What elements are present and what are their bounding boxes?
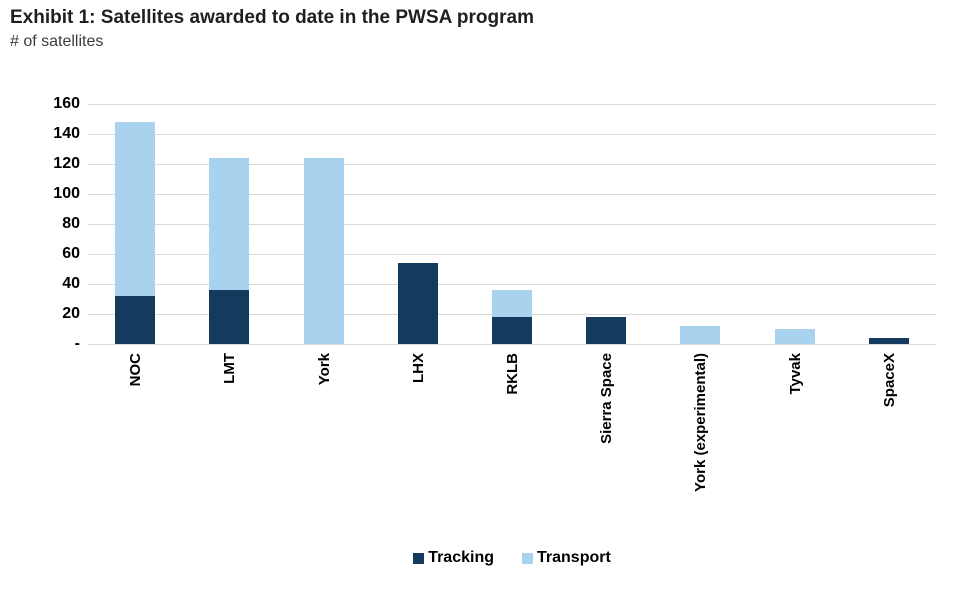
bar-segment-transport-noc [115, 122, 156, 296]
y-tick-label-160: 160 [53, 95, 80, 112]
chart-legend: Tracking Transport [88, 549, 936, 567]
gridline-120 [88, 164, 936, 165]
legend-item-transport: Transport [522, 549, 611, 567]
bar-segment-transport-york-experimental- [680, 326, 721, 344]
bar-segment-tracking-lmt [209, 290, 250, 344]
gridline-80 [88, 224, 936, 225]
legend-label-tracking: Tracking [428, 549, 494, 566]
x-tick-label-noc: NOC [127, 353, 145, 387]
bar-segment-tracking-noc [115, 296, 156, 344]
y-tick-label-20: 20 [62, 305, 80, 322]
bar-segment-tracking-rklb [492, 317, 532, 344]
bar-segment-transport-rklb [492, 290, 532, 317]
gridline-160 [88, 104, 936, 105]
y-tick-label-80: 80 [62, 215, 80, 232]
gridline-40 [88, 284, 936, 285]
gridline-60 [88, 254, 936, 255]
chart-title: Exhibit 1: Satellites awarded to date in… [10, 7, 535, 28]
x-tick-label-rklb: RKLB [504, 353, 521, 395]
x-tick-label-lhx: LHX [409, 353, 427, 383]
x-tick-label-sierra-space: Sierra Space [598, 353, 616, 444]
chart-header: Exhibit 1: Satellites awarded to date in… [10, 6, 534, 52]
x-tick-label-york: York [315, 353, 333, 386]
x-tick-label-tyvak: Tyvak [786, 353, 804, 395]
y-tick-label-120: 120 [53, 155, 80, 172]
gridline-140 [88, 134, 936, 135]
bar-segment-tracking-spacex [868, 338, 909, 344]
bar-segment-tracking-lhx [397, 263, 438, 344]
legend-label-transport: Transport [537, 549, 611, 566]
bar-segment-transport-lmt [209, 158, 250, 290]
bar-segment-tracking-sierra-space [586, 317, 627, 344]
legend-item-tracking: Tracking [413, 549, 494, 567]
y-tick-label-0: - [74, 335, 80, 352]
gridline-100 [88, 194, 936, 195]
x-tick-label-lmt: LMT [221, 353, 239, 384]
y-tick-label-100: 100 [53, 185, 80, 202]
tracking-swatch-icon [413, 552, 425, 564]
y-tick-label-60: 60 [62, 245, 80, 262]
bar-segment-transport-tyvak [774, 329, 815, 344]
transport-swatch-icon [522, 552, 533, 564]
y-tick-label-140: 140 [53, 125, 80, 142]
x-tick-label-spacex: SpaceX [880, 353, 898, 408]
y-tick-label-40: 40 [62, 275, 80, 292]
bar-segment-transport-york [303, 158, 344, 344]
gridline-0 [88, 344, 936, 345]
chart-subtitle: # of satellites [10, 33, 104, 50]
x-tick-label-york-experimental-: York (experimental) [692, 353, 710, 492]
